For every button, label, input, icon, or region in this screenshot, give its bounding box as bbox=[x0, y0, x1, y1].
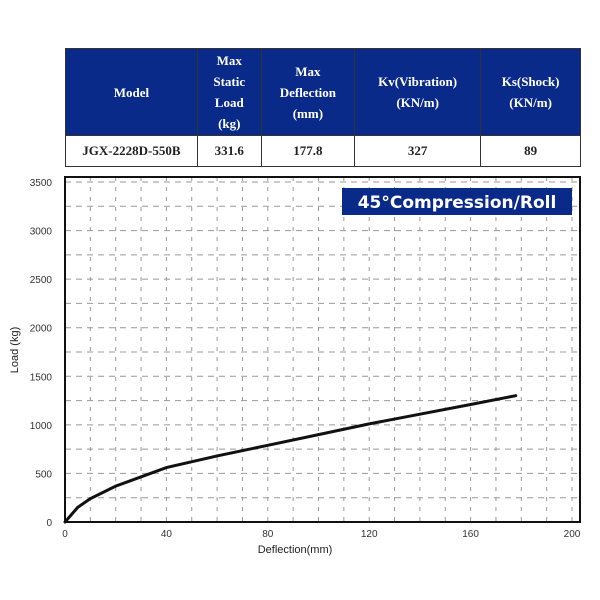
plot-frame bbox=[64, 176, 581, 523]
y-tick-label: 3000 bbox=[30, 227, 53, 238]
y-axis-label: Load (kg) bbox=[9, 327, 21, 373]
table-header-cell: Max Deflection (mm) bbox=[260, 48, 356, 136]
y-tick-label: 500 bbox=[35, 469, 52, 480]
y-tick-label: 1000 bbox=[30, 421, 53, 432]
table-header-cell: Model bbox=[65, 48, 198, 136]
y-tick-label: 2500 bbox=[30, 275, 53, 286]
table-cell: 89 bbox=[480, 135, 581, 167]
y-tick-label: 2000 bbox=[30, 324, 53, 335]
table-header-cell: Kv(Vibration) (KN/m) bbox=[354, 48, 482, 136]
table-cell: 327 bbox=[354, 135, 482, 167]
x-axis-label: Deflection(mm) bbox=[258, 544, 333, 556]
table-header-cell: Ks(Shock) (KN/m) bbox=[480, 48, 581, 136]
y-tick-label: 3500 bbox=[30, 178, 53, 189]
x-tick-label: 80 bbox=[262, 529, 274, 540]
x-tick-label: 120 bbox=[361, 529, 378, 540]
x-axis-ticks: 0 40 80 120 160 200 bbox=[62, 529, 581, 540]
y-tick-label: 1500 bbox=[30, 372, 53, 383]
table-header-row: Model Max Static Load (kg) Max Deflection (mm) K… bbox=[65, 48, 581, 136]
chart-title-badge bbox=[342, 188, 572, 215]
load-deflection-chart: 0 500 1000 1500 2000 2500 3000 3500 0 40 80 120 160… bbox=[9, 176, 581, 556]
y-tick-label: 0 bbox=[46, 518, 52, 529]
table-header-cell: Max Static Load (kg) bbox=[196, 48, 262, 136]
x-tick-label: 200 bbox=[564, 529, 581, 540]
x-tick-label: 40 bbox=[161, 529, 173, 540]
load-curve bbox=[63, 394, 518, 524]
x-tick-label: 0 bbox=[62, 529, 68, 540]
y-axis-ticks: 0 500 1000 1500 2000 2500 3000 3500 bbox=[30, 178, 53, 529]
x-tick-label: 160 bbox=[462, 529, 479, 540]
table-cell: 177.8 bbox=[260, 135, 356, 167]
grid-lines bbox=[65, 177, 580, 522]
chart-title: 45°Compression/Roll bbox=[358, 193, 557, 213]
table-cell: JGX-2228D-550B bbox=[65, 135, 198, 167]
table-row: JGX-2228D-550B 331.6 177.8 327 89 bbox=[65, 135, 581, 167]
table-cell: 331.6 bbox=[196, 135, 262, 167]
spec-table: Model Max Static Load (kg) Max Deflection (mm) K… bbox=[65, 48, 581, 167]
